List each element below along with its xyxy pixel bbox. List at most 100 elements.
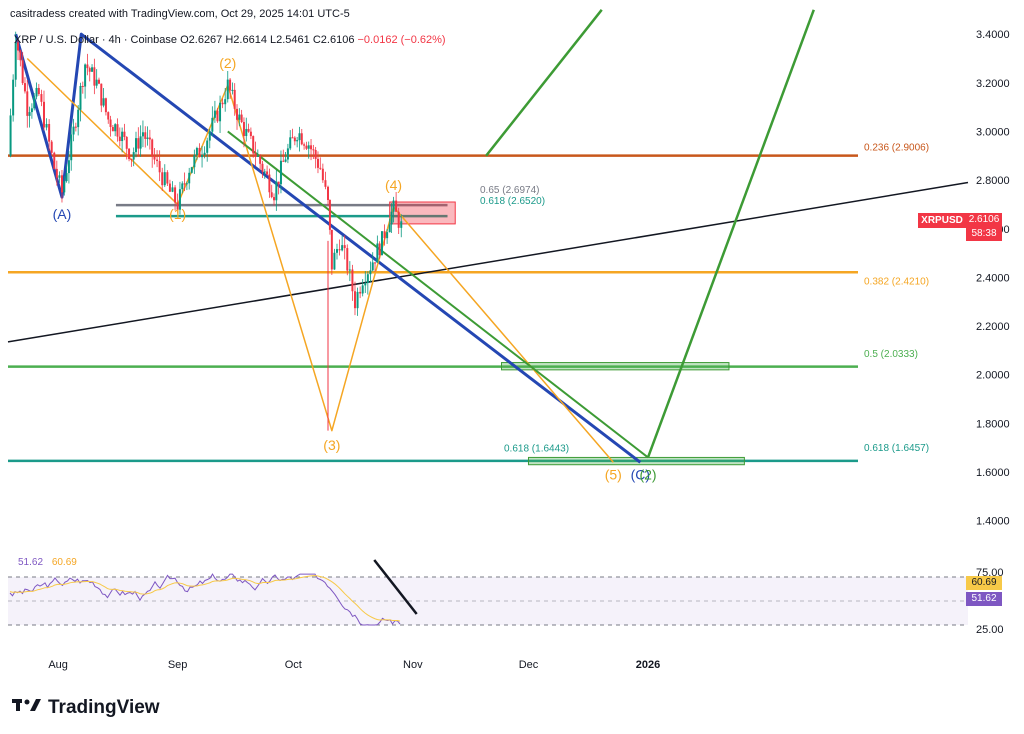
candle-body	[307, 145, 310, 149]
candle-body	[171, 187, 174, 192]
candle-body	[168, 183, 171, 192]
candle-body	[141, 132, 144, 137]
candle-body	[324, 180, 327, 187]
candle-body	[242, 122, 245, 137]
candle-body	[42, 101, 45, 128]
rsi-ma-line	[9, 574, 401, 622]
candle-body	[181, 183, 184, 190]
candle-body	[203, 152, 206, 155]
candle-body	[252, 136, 255, 154]
wave-label: (A)	[53, 206, 72, 222]
candle-body	[282, 160, 285, 162]
wave-label: (4)	[385, 177, 402, 193]
price-tick-label: 2.4000	[976, 272, 1010, 284]
candle-body	[392, 200, 395, 212]
candle-body	[312, 149, 315, 151]
candle-body	[298, 133, 301, 141]
candle-body	[40, 94, 43, 102]
candle-body	[259, 155, 262, 164]
candle-body	[201, 154, 204, 158]
candle-body	[335, 249, 338, 253]
symbol-badge: XRPUSD	[918, 213, 966, 228]
rsi-tick-label: 25.00	[976, 624, 1004, 636]
candle-body	[254, 153, 257, 157]
rsi-legend: 51.62 60.69	[18, 557, 77, 568]
drawings	[7, 9, 969, 466]
fib-label-0618-lower: 0.618 (1.6457)	[864, 443, 929, 454]
support-zone-upper	[500, 362, 730, 371]
candle-body	[263, 171, 266, 173]
candle-body	[28, 112, 31, 116]
candle-body	[45, 123, 48, 128]
trendline-black	[7, 181, 969, 343]
time-axis[interactable]: Aug Sep Oct Nov Dec 2026	[48, 659, 660, 671]
candle-body	[55, 168, 58, 178]
candle-body	[383, 231, 386, 239]
symbol-label[interactable]: XRP / U.S. Dollar · 4h · Coinbase	[14, 34, 178, 46]
candle-body	[19, 50, 22, 61]
last-price: 2.6106	[968, 214, 1000, 225]
resistance-zone	[389, 201, 456, 225]
fibonacci-levels: 0.236 (2.9006) 0.65 (2.6974)0.618 (2.6520…	[8, 143, 929, 463]
candle-body	[102, 98, 105, 106]
candle-body	[86, 64, 89, 69]
change-value: −0.0162 (−0.62%)	[357, 34, 446, 46]
candle-body	[53, 152, 56, 169]
candle-body	[151, 139, 154, 156]
candle-body	[353, 291, 356, 309]
candle-body	[153, 155, 156, 160]
candle-body	[139, 136, 142, 149]
candle-body	[26, 91, 29, 116]
candle-body	[303, 144, 306, 146]
candle-body	[338, 249, 341, 251]
candle-body	[146, 137, 149, 139]
candle-body	[369, 270, 372, 275]
candle-body	[166, 172, 169, 184]
candle-body	[296, 140, 299, 142]
candle-body	[65, 173, 68, 182]
candle-body	[233, 89, 236, 109]
candle-body	[277, 181, 280, 185]
price-tick-label: 3.0000	[976, 126, 1010, 138]
candle-body	[67, 160, 70, 174]
price-axis[interactable]: 3.40003.20003.00002.80002.60002.40002.20…	[976, 29, 1010, 528]
candle-body	[224, 99, 227, 105]
candle-body	[174, 187, 177, 203]
candle-body	[371, 262, 374, 271]
candle-body	[178, 189, 181, 210]
close-value: C2.6106	[312, 34, 355, 46]
price-tick-label: 3.2000	[976, 78, 1010, 90]
time-tick-label: Aug	[48, 659, 68, 671]
wave-label: (2)	[219, 55, 236, 71]
candle-body	[30, 108, 33, 113]
candle-body	[275, 181, 278, 201]
open-value: O2.6267	[180, 34, 223, 46]
candle-body	[284, 159, 287, 162]
candle-body	[395, 200, 398, 212]
tradingview-logo[interactable]: TradingView	[12, 696, 160, 719]
candle-body	[341, 245, 344, 251]
bar-countdown: 58:38	[971, 228, 997, 239]
candle-body	[261, 163, 264, 172]
candle-body	[79, 85, 82, 110]
candle-body	[378, 243, 381, 256]
candle-body	[60, 175, 63, 193]
candle-body	[23, 83, 26, 92]
candle-body	[9, 115, 12, 156]
candle-body	[376, 243, 379, 263]
price-tick-label: 1.6000	[976, 467, 1010, 479]
candle-body	[111, 126, 114, 132]
candle-body	[305, 145, 308, 149]
candle-body	[185, 183, 188, 185]
ohlc-legend: XRP / U.S. Dollar · 4h · Coinbase O2.626…	[14, 34, 446, 46]
candle-body	[400, 221, 403, 228]
candle-body	[364, 283, 367, 286]
candle-body	[188, 172, 191, 184]
candle-body	[63, 181, 66, 193]
candle-body	[198, 148, 201, 158]
candle-body	[84, 64, 87, 87]
low-value: L2.5461	[270, 34, 310, 46]
candle-body	[351, 269, 354, 292]
